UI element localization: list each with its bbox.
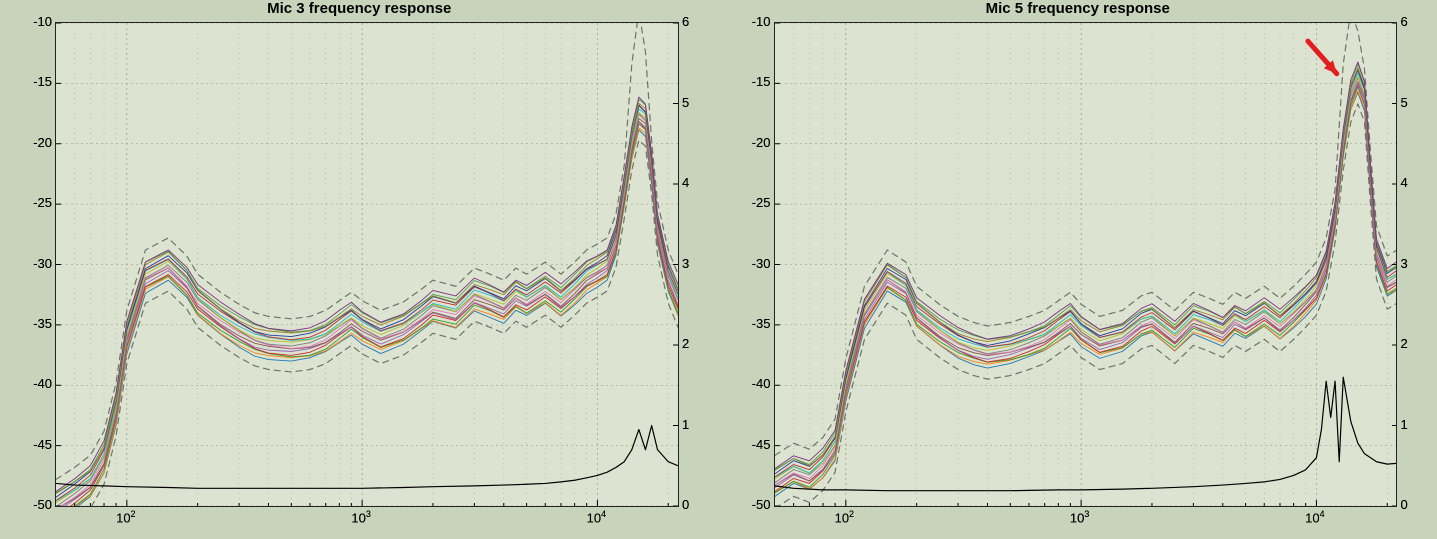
y-right-tick-label: 1 xyxy=(1401,417,1431,432)
y-right-tick-label: 0 xyxy=(1401,497,1431,512)
y-left-tick-label: -30 xyxy=(2,256,52,271)
y-right-tick-label: 6 xyxy=(682,14,712,29)
plot-area xyxy=(774,22,1398,507)
plot-svg xyxy=(56,506,678,507)
chart-title: Mic 5 frequency response xyxy=(719,0,1437,17)
y-left-tick-label: -25 xyxy=(721,195,771,210)
y-right-tick-label: 0 xyxy=(682,497,712,512)
chart-pair: Mic 3 frequency response -50 -45 -40 -35 -30… xyxy=(0,0,1437,539)
y-left-tick-label: -40 xyxy=(721,376,771,391)
y-left-tick-label: -15 xyxy=(721,74,771,89)
y-right-tick-label: 2 xyxy=(1401,336,1431,351)
plot-svg xyxy=(775,506,1397,507)
x-tick-label: 103 xyxy=(1070,509,1089,525)
y-right-tick-label: 5 xyxy=(682,95,712,110)
y-left-tick-label: -10 xyxy=(2,14,52,29)
y-left-tick-label: -10 xyxy=(721,14,771,29)
y-left-tick-label: -35 xyxy=(721,316,771,331)
chart-title: Mic 3 frequency response xyxy=(0,0,719,17)
x-tick-label: 104 xyxy=(1305,509,1324,525)
x-tick-label: 102 xyxy=(116,509,135,525)
y-right-tick-label: 2 xyxy=(682,336,712,351)
x-tick-label: 104 xyxy=(587,509,606,525)
y-right-tick-label: 4 xyxy=(682,175,712,190)
chart-panel-mic3: Mic 3 frequency response -50 -45 -40 -35 -30… xyxy=(0,0,719,539)
y-left-tick-label: -25 xyxy=(2,195,52,210)
x-tick-label: 102 xyxy=(835,509,854,525)
y-left-tick-label: -40 xyxy=(2,376,52,391)
y-right-tick-label: 3 xyxy=(682,256,712,271)
y-right-tick-label: 4 xyxy=(1401,175,1431,190)
y-left-tick-label: -45 xyxy=(2,437,52,452)
y-right-tick-label: 5 xyxy=(1401,95,1431,110)
chart-panel-mic5: Mic 5 frequency response -50 -45 -40 -35 -30… xyxy=(719,0,1437,539)
y-right-tick-label: 3 xyxy=(1401,256,1431,271)
y-left-tick-label: -50 xyxy=(2,497,52,512)
y-left-tick-label: -20 xyxy=(721,135,771,150)
y-left-tick-label: -35 xyxy=(2,316,52,331)
y-left-tick-label: -45 xyxy=(721,437,771,452)
x-tick-label: 103 xyxy=(351,509,370,525)
y-left-tick-label: -50 xyxy=(721,497,771,512)
y-left-tick-label: -30 xyxy=(721,256,771,271)
y-right-tick-label: 6 xyxy=(1401,14,1431,29)
plot-area xyxy=(55,22,679,507)
y-left-tick-label: -15 xyxy=(2,74,52,89)
y-right-tick-label: 1 xyxy=(682,417,712,432)
plot-svg xyxy=(775,23,1397,506)
y-left-tick-label: -20 xyxy=(2,135,52,150)
plot-svg xyxy=(56,23,678,506)
